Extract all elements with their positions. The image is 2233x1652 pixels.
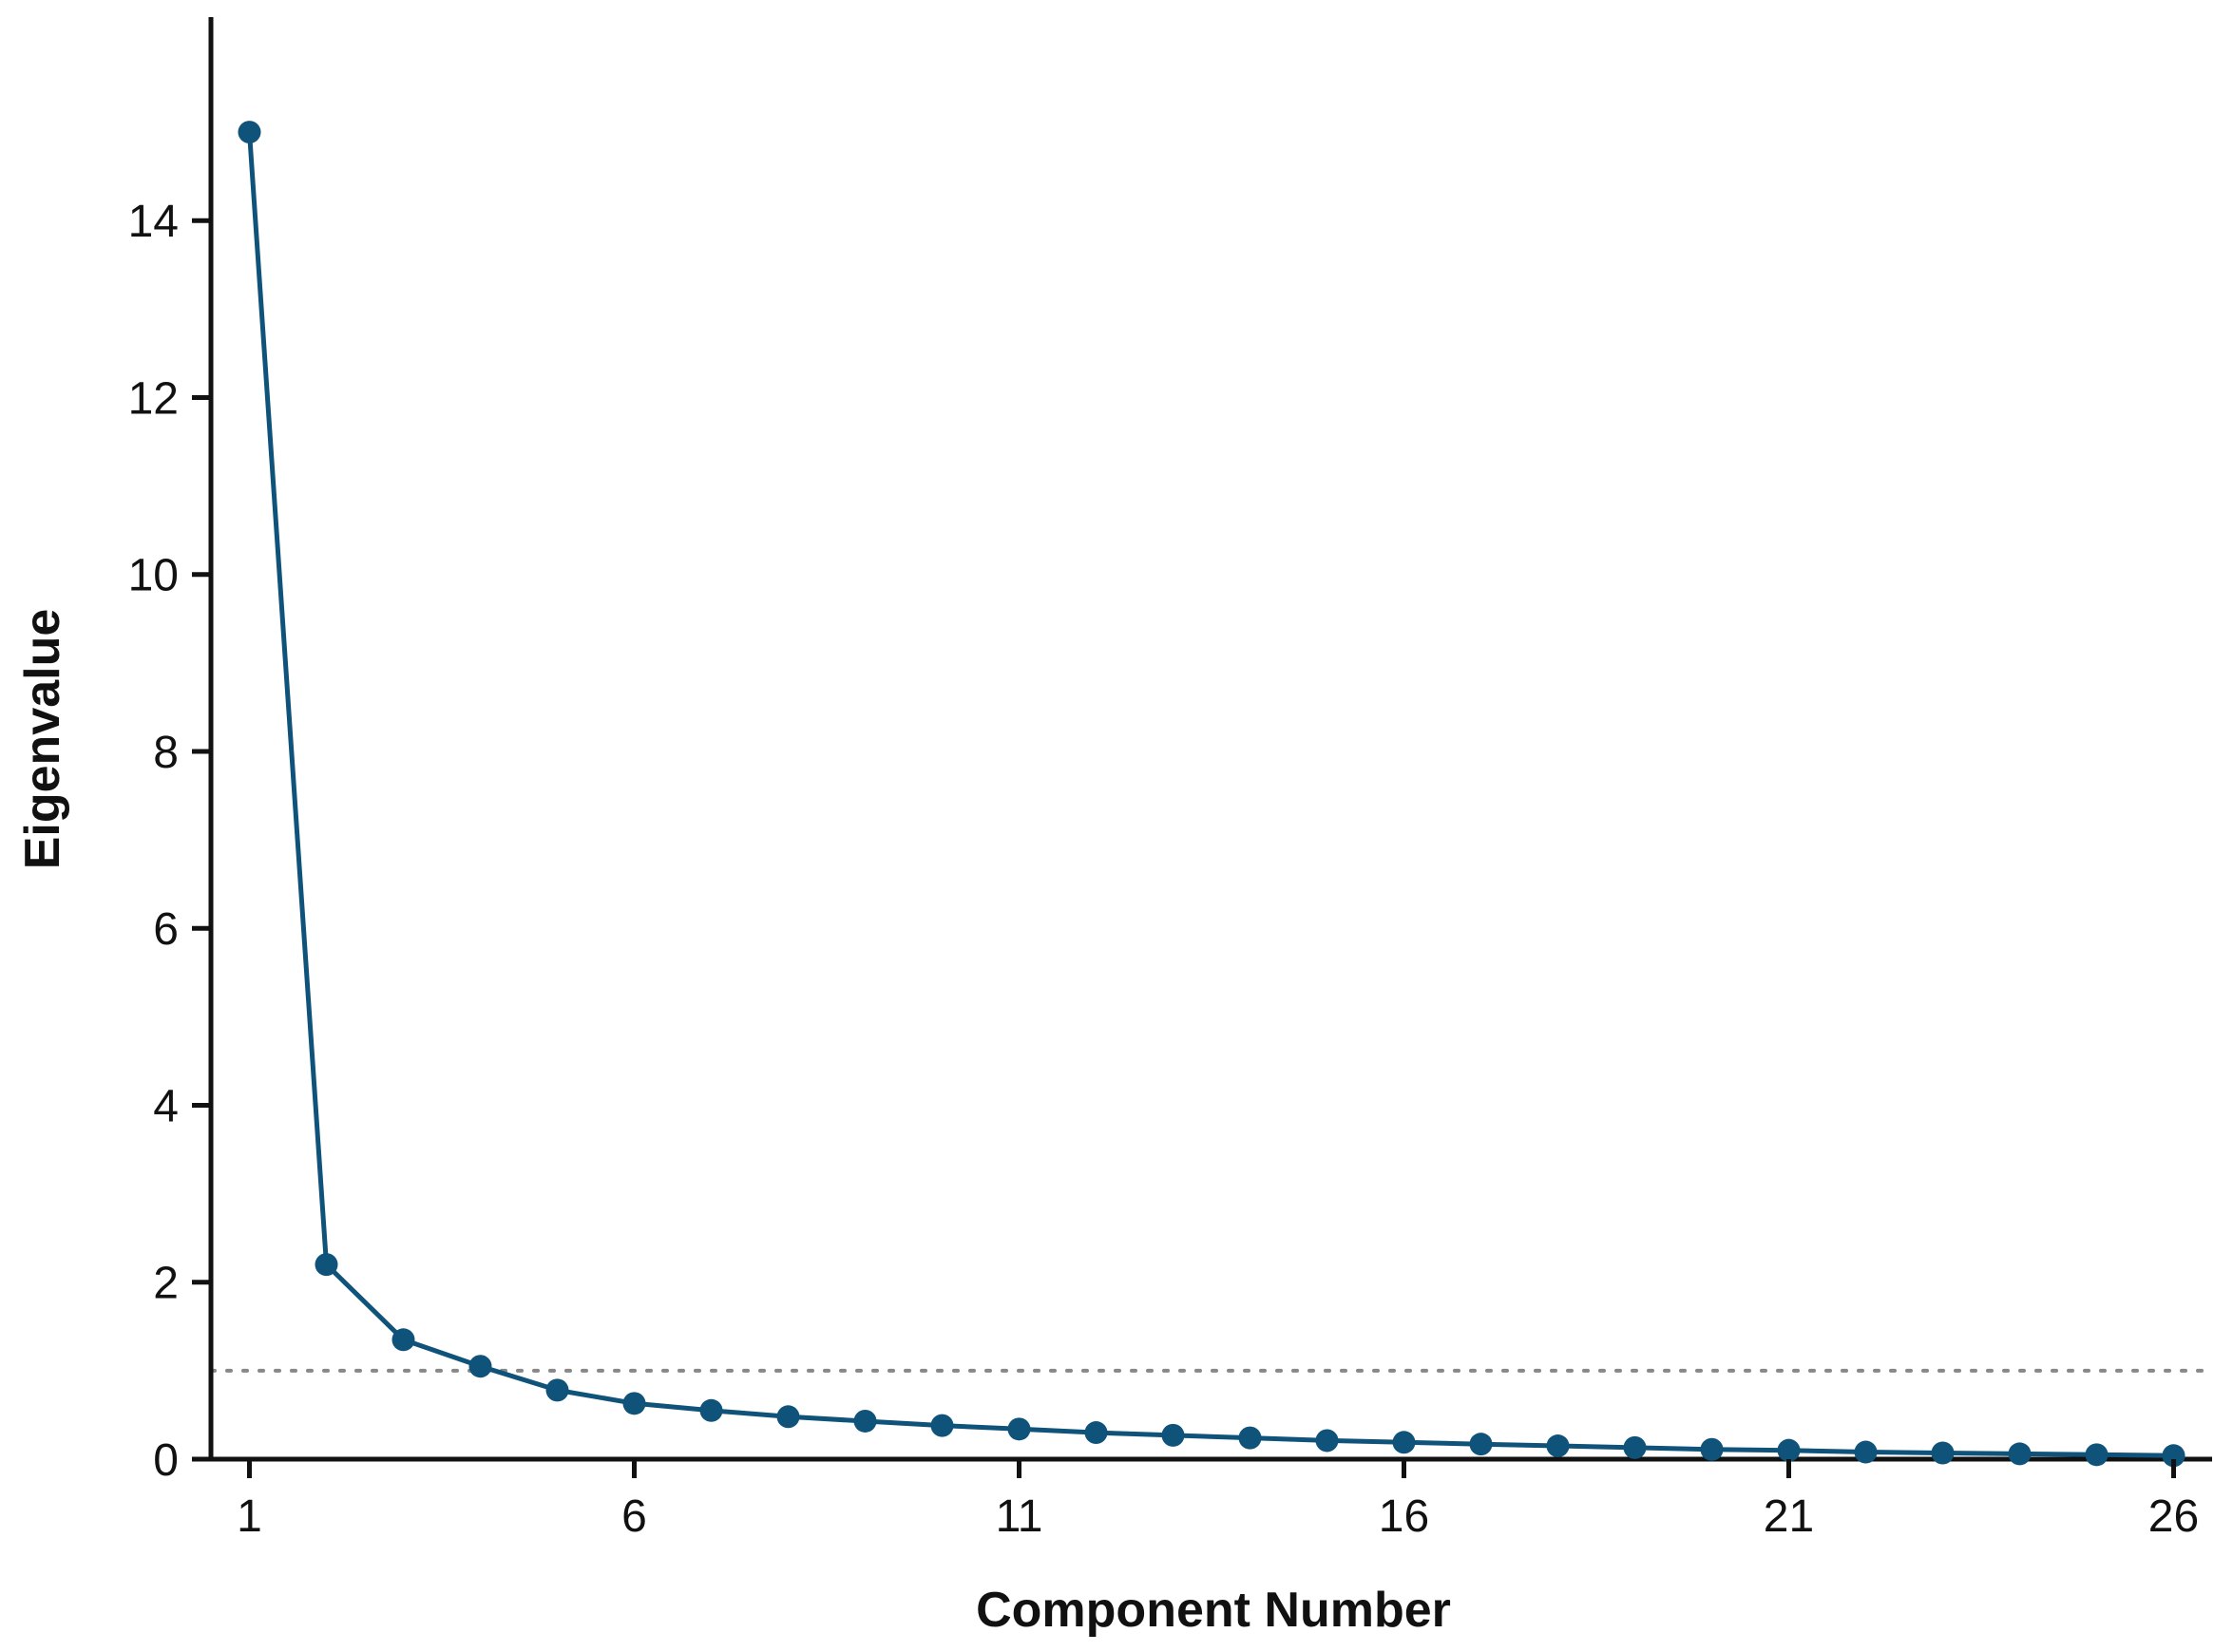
y-tick-label: 2 [153, 1259, 179, 1309]
y-tick-label: 8 [153, 728, 179, 778]
data-point [930, 1414, 954, 1437]
data-point [1623, 1435, 1647, 1459]
data-point [1931, 1441, 1955, 1465]
y-tick-label: 10 [128, 551, 179, 601]
data-point [238, 121, 261, 144]
x-tick-label: 21 [1764, 1491, 1814, 1542]
series-line [247, 129, 2176, 1458]
y-axis-title: Eigenvalue [15, 609, 70, 870]
x-tick-label: 6 [621, 1491, 647, 1542]
x-tick-label: 1 [237, 1491, 262, 1542]
x-tick-label: 11 [996, 1491, 1043, 1542]
y-ticks: 0 2 4 6 8 10 12 14 [128, 197, 211, 1486]
data-point [1238, 1426, 1262, 1450]
y-tick-label: 12 [128, 373, 179, 424]
y-tick-label: 4 [153, 1081, 179, 1131]
data-point [622, 1392, 646, 1415]
data-point [545, 1378, 569, 1402]
x-ticks: 1 6 11 16 21 26 [237, 1459, 2199, 1542]
y-tick-label: 14 [128, 197, 179, 247]
y-tick-label: 0 [153, 1435, 179, 1486]
y-tick-label: 6 [153, 904, 179, 955]
series-layer [238, 121, 2185, 1468]
data-point [1469, 1433, 1493, 1456]
data-point [1161, 1423, 1185, 1447]
data-point [1777, 1438, 1801, 1462]
data-point [391, 1328, 415, 1352]
data-point [776, 1405, 800, 1429]
data-point [2008, 1442, 2032, 1466]
data-point [699, 1398, 723, 1422]
data-point [2085, 1443, 2109, 1467]
data-point [1700, 1437, 1724, 1461]
data-point [1854, 1440, 1878, 1464]
x-tick-label: 16 [1379, 1491, 1429, 1542]
data-point [1392, 1431, 1416, 1454]
data-point [315, 1253, 338, 1277]
data-point [1084, 1421, 1108, 1445]
data-point [1007, 1417, 1031, 1441]
data-point [468, 1355, 492, 1378]
axes [208, 17, 2212, 1462]
data-point [853, 1409, 877, 1433]
data-point [2162, 1444, 2185, 1468]
x-tick-label: 26 [2148, 1491, 2199, 1542]
data-point [1546, 1434, 1570, 1458]
x-axis-title: Component Number [976, 1583, 1451, 1638]
data-point [1315, 1429, 1339, 1453]
